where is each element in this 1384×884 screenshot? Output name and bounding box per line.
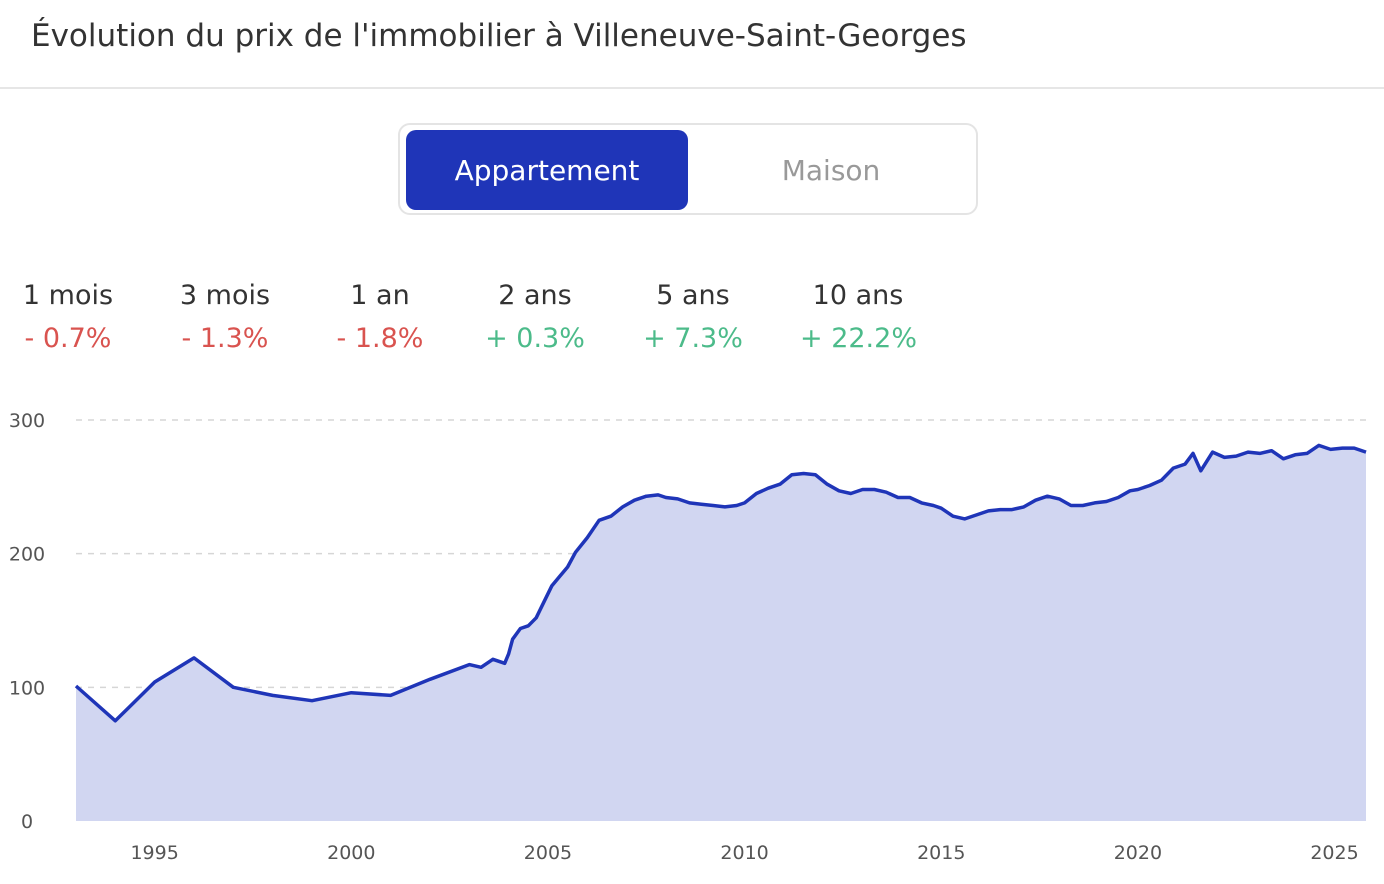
stat-period-label: 3 mois [179, 280, 271, 311]
price-chart: 0 100 200 300 1995 2000 2005 2010 2015 2020 2025 [9, 410, 1367, 864]
y-tick-label: 100 [9, 677, 45, 699]
y-tick-label: 300 [9, 410, 45, 432]
header: Évolution du prix de l'immobilier à Vill… [0, 0, 1384, 89]
stat-period-label: 5 ans [656, 280, 730, 311]
price-line [74, 443, 1367, 723]
toggle-appartement-button[interactable]: Appartement [406, 130, 688, 210]
toggle-maison-button[interactable]: Maison [781, 153, 881, 187]
stat-change-value: - 1.8% [336, 323, 424, 354]
price-change-stats: 1 mois - 0.7% 3 mois - 1.3% 1 an - 1.8% … [0, 280, 1000, 370]
y-tick-label: 0 [21, 811, 33, 833]
x-tick-label: 2020 [1114, 842, 1162, 864]
page-title: Évolution du prix de l'immobilier à Vill… [31, 18, 967, 54]
stat-change-value: + 22.2% [800, 323, 917, 354]
y-tick-label: 200 [9, 544, 45, 566]
stat-1-mois: 1 mois - 0.7% [22, 280, 114, 354]
x-tick-label: 2005 [524, 842, 572, 864]
stat-5-ans: 5 ans + 7.3% [643, 280, 743, 354]
stat-period-label: 1 an [350, 280, 410, 311]
stat-1-an: 1 an - 1.8% [330, 280, 430, 354]
stat-change-value: + 7.3% [643, 323, 743, 354]
stat-change-value: - 1.3% [181, 323, 269, 354]
stat-change-value: + 0.3% [485, 323, 585, 354]
stat-period-label: 2 ans [498, 280, 572, 311]
stat-2-ans: 2 ans + 0.3% [485, 280, 585, 354]
stat-period-label: 10 ans [812, 280, 904, 311]
stat-period-label: 1 mois [22, 280, 114, 311]
property-type-toggle: Appartement Maison [398, 123, 978, 215]
x-tick-label: 2000 [327, 842, 375, 864]
x-tick-label: 2025 [1310, 842, 1358, 864]
stat-3-mois: 3 mois - 1.3% [175, 280, 275, 354]
stat-10-ans: 10 ans + 22.2% [800, 280, 917, 354]
x-tick-label: 2010 [720, 842, 768, 864]
x-tick-label: 2015 [917, 842, 965, 864]
stat-change-value: - 0.7% [24, 323, 112, 354]
x-tick-label: 1995 [130, 842, 178, 864]
price-area [76, 445, 1366, 821]
